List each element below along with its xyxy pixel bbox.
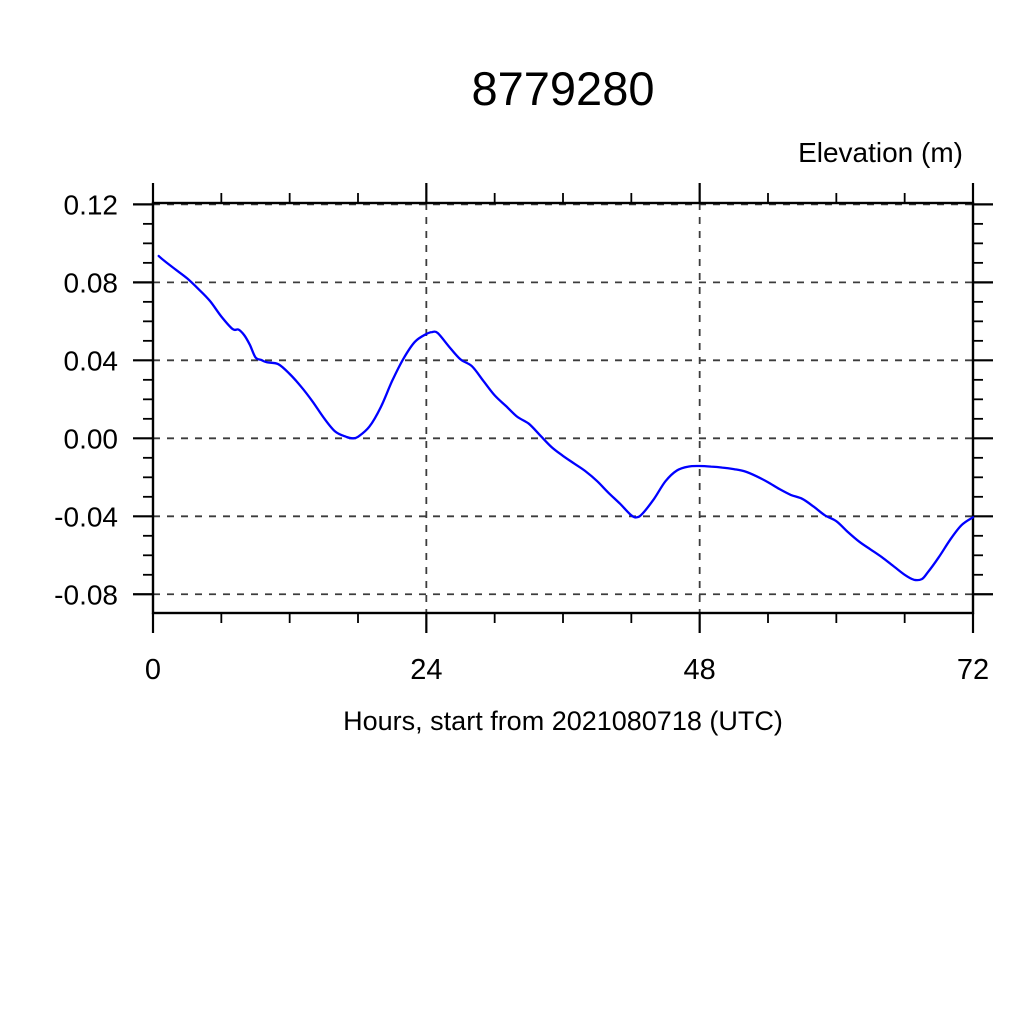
elevation-line xyxy=(157,254,975,582)
tick-labels: 0.12 0.08 0.04 0.00 -0.04 -0.08 0 24 48 72 xyxy=(54,189,989,686)
x-tick-label: 48 xyxy=(684,654,716,686)
y-tick-label: -0.08 xyxy=(54,579,118,610)
y-tick-label: -0.04 xyxy=(54,501,118,532)
plot-frame xyxy=(151,201,975,615)
elevation-axis-label: Elevation (m) xyxy=(798,137,963,168)
axis-ticks xyxy=(133,183,993,633)
y-tick-label: 0.00 xyxy=(64,423,119,454)
chart-title: 8779280 xyxy=(472,62,655,115)
x-tick-label: 0 xyxy=(145,654,161,686)
y-tick-label: 0.12 xyxy=(64,189,119,220)
x-axis-label: Hours, start from 2021080718 (UTC) xyxy=(343,706,783,736)
x-tick-label: 72 xyxy=(957,654,989,686)
x-tick-label: 24 xyxy=(410,654,442,686)
grid-lines xyxy=(153,203,973,613)
y-tick-label: 0.04 xyxy=(64,345,119,376)
y-tick-label: 0.08 xyxy=(64,267,119,298)
